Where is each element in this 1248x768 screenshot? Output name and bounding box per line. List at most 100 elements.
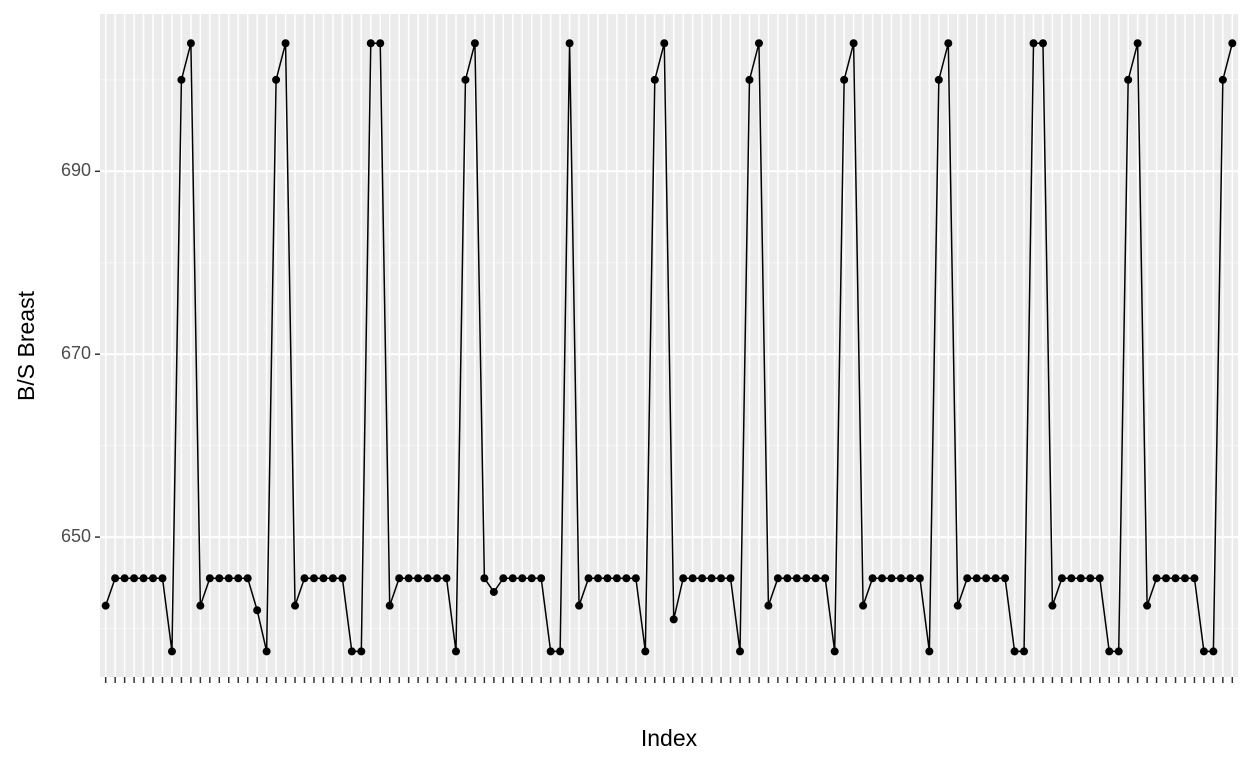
point [404, 574, 413, 583]
point [461, 75, 470, 84]
point [1067, 574, 1076, 583]
point [414, 574, 423, 583]
point [1048, 601, 1057, 610]
point [925, 647, 934, 656]
point [565, 39, 574, 48]
point [641, 647, 650, 656]
point [622, 574, 631, 583]
point [717, 574, 726, 583]
x-axis-title: Index [641, 725, 698, 751]
point [754, 39, 763, 48]
point [1143, 601, 1152, 610]
point [575, 601, 584, 610]
point [736, 647, 745, 656]
point [669, 615, 678, 624]
point [802, 574, 811, 583]
point [963, 574, 972, 583]
point [101, 601, 110, 610]
point [376, 39, 385, 48]
point [518, 574, 527, 583]
point [309, 574, 318, 583]
y-tick-label: 690 [61, 160, 91, 180]
point [783, 574, 792, 583]
point [1010, 647, 1019, 656]
point [849, 39, 858, 48]
point [1095, 574, 1104, 583]
point [1209, 647, 1218, 656]
point [915, 574, 924, 583]
point [944, 39, 953, 48]
point [281, 39, 290, 48]
point [262, 647, 271, 656]
point [1114, 647, 1123, 656]
point [934, 75, 943, 84]
point [745, 75, 754, 84]
point [896, 574, 905, 583]
point [1180, 574, 1189, 583]
point [186, 39, 195, 48]
point [546, 647, 555, 656]
point [878, 574, 887, 583]
point [612, 574, 621, 583]
point [395, 574, 404, 583]
point [366, 39, 375, 48]
point [537, 574, 546, 583]
point [243, 574, 252, 583]
point [811, 574, 820, 583]
point [139, 574, 148, 583]
point [1152, 574, 1161, 583]
y-tick-label: 670 [61, 343, 91, 363]
point [972, 574, 981, 583]
point [357, 647, 366, 656]
point [679, 574, 688, 583]
point [1086, 574, 1095, 583]
point [631, 574, 640, 583]
point [1228, 39, 1237, 48]
point [215, 574, 224, 583]
point [906, 574, 915, 583]
point [328, 574, 337, 583]
point [527, 574, 536, 583]
point [470, 39, 479, 48]
point [130, 574, 139, 583]
point [859, 601, 868, 610]
point [196, 601, 205, 610]
point [764, 601, 773, 610]
point [319, 574, 328, 583]
point [603, 574, 612, 583]
point [1199, 647, 1208, 656]
point [499, 574, 508, 583]
point [338, 574, 347, 583]
point [698, 574, 707, 583]
point [442, 574, 451, 583]
point [556, 647, 565, 656]
point [1105, 647, 1114, 656]
point [480, 574, 489, 583]
point [149, 574, 158, 583]
point [953, 601, 962, 610]
point [593, 574, 602, 583]
point [650, 75, 659, 84]
point [868, 574, 877, 583]
point [1038, 39, 1047, 48]
point [120, 574, 129, 583]
point [433, 574, 442, 583]
y-axis-title: B/S Breast [13, 290, 39, 401]
point [158, 574, 167, 583]
point [300, 574, 309, 583]
point [508, 574, 517, 583]
point [726, 574, 735, 583]
point [1218, 75, 1227, 84]
y-tick-label: 650 [61, 526, 91, 546]
point [272, 75, 281, 84]
point [1057, 574, 1066, 583]
point [584, 574, 593, 583]
point [177, 75, 186, 84]
point [688, 574, 697, 583]
point [489, 587, 498, 596]
point [1133, 39, 1142, 48]
point [991, 574, 1000, 583]
point [253, 606, 262, 615]
point [451, 647, 460, 656]
